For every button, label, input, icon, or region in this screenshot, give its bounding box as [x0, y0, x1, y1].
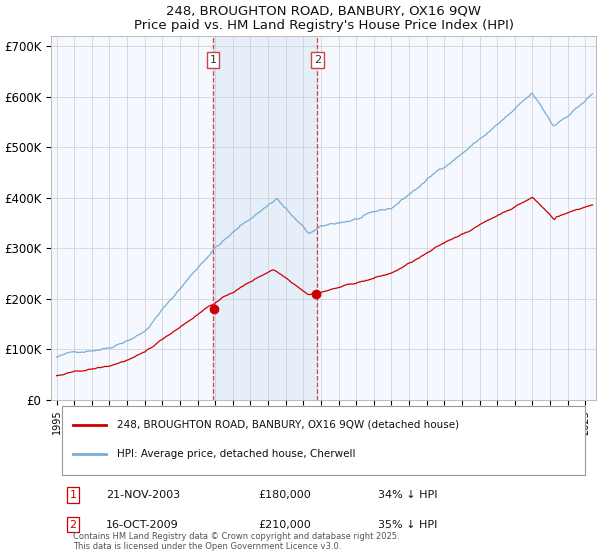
Text: 1: 1 [70, 490, 77, 500]
Text: 1: 1 [209, 55, 217, 65]
Text: 2: 2 [314, 55, 321, 65]
Text: £210,000: £210,000 [258, 520, 311, 530]
Title: 248, BROUGHTON ROAD, BANBURY, OX16 9QW
Price paid vs. HM Land Registry's House P: 248, BROUGHTON ROAD, BANBURY, OX16 9QW P… [134, 4, 514, 32]
Text: 2: 2 [70, 520, 77, 530]
Text: 21-NOV-2003: 21-NOV-2003 [106, 490, 180, 500]
Text: £180,000: £180,000 [258, 490, 311, 500]
Text: 35% ↓ HPI: 35% ↓ HPI [378, 520, 437, 530]
Text: 16-OCT-2009: 16-OCT-2009 [106, 520, 178, 530]
Text: Contains HM Land Registry data © Crown copyright and database right 2025.
This d: Contains HM Land Registry data © Crown c… [73, 532, 400, 551]
Bar [213, 36, 317, 400]
FancyBboxPatch shape [62, 406, 585, 475]
Text: 34% ↓ HPI: 34% ↓ HPI [378, 490, 437, 500]
Text: 248, BROUGHTON ROAD, BANBURY, OX16 9QW (detached house): 248, BROUGHTON ROAD, BANBURY, OX16 9QW (… [116, 420, 459, 430]
Text: HPI: Average price, detached house, Cherwell: HPI: Average price, detached house, Cher… [116, 450, 355, 460]
